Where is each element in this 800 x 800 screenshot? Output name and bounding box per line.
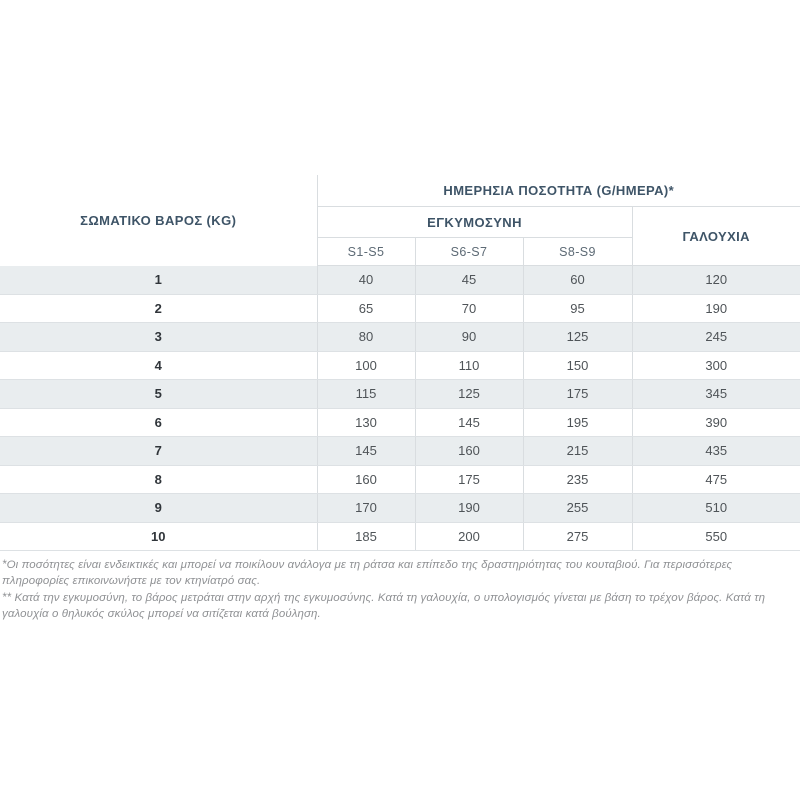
cell-s8-s9: 175 <box>522 379 632 409</box>
cell-weight: 5 <box>0 379 317 409</box>
cell-weight: 2 <box>0 294 317 323</box>
cell-s8-s9: 60 <box>522 265 632 295</box>
cell-s1-s5: 145 <box>316 436 415 466</box>
cell-s8-s9: 235 <box>522 465 632 494</box>
table-row: 8 160 175 235 475 <box>0 465 800 494</box>
cell-lactation: 245 <box>631 322 800 352</box>
cell-lactation: 345 <box>631 379 800 409</box>
cell-s1-s5: 65 <box>316 294 415 323</box>
cell-lactation: 475 <box>631 465 800 494</box>
column-header-lactation: ΓΑΛΟΥΧΙΑ <box>631 206 800 266</box>
column-header-stage-s1-s5: S1-S5 <box>316 237 415 266</box>
cell-s8-s9: 195 <box>522 408 632 437</box>
cell-lactation: 510 <box>631 493 800 523</box>
column-header-body-weight: ΣΩΜΑΤΙΚΟ ΒΑΡΟΣ (KG) <box>80 212 237 228</box>
cell-weight: 6 <box>0 408 317 437</box>
cell-s8-s9: 255 <box>522 493 632 523</box>
table-row: 9 170 190 255 510 <box>0 493 800 523</box>
cell-s1-s5: 160 <box>316 465 415 494</box>
column-header-stage-s8-s9: S8-S9 <box>522 237 632 266</box>
column-group-header-pregnancy: ΕΓΚΥΜΟΣΥΝΗ <box>316 206 633 238</box>
cell-lactation: 550 <box>631 522 800 551</box>
table-row: 3 80 90 125 245 <box>0 322 800 352</box>
cell-s6-s7: 125 <box>414 379 523 409</box>
cell-weight: 10 <box>0 522 317 551</box>
cell-s6-s7: 45 <box>414 265 523 295</box>
cell-s1-s5: 115 <box>316 379 415 409</box>
cell-lactation: 190 <box>631 294 800 323</box>
table-row: 6 130 145 195 390 <box>0 408 800 437</box>
footnote-pregnancy-weight-measurement: ** Κατά την εγκυμοσύνη, το βάρος μετράτα… <box>2 591 766 620</box>
cell-s1-s5: 100 <box>316 351 415 380</box>
cell-s6-s7: 175 <box>414 465 523 494</box>
cell-s8-s9: 150 <box>522 351 632 380</box>
column-header-stage-s6-s7: S6-S7 <box>414 237 523 266</box>
cell-s6-s7: 200 <box>414 522 523 551</box>
cell-s6-s7: 70 <box>414 294 523 323</box>
cell-weight: 4 <box>0 351 317 380</box>
footnotes: *Οι ποσότητες είναι ενδεικτικές και μπορ… <box>2 557 796 622</box>
table-row: 7 145 160 215 435 <box>0 436 800 466</box>
cell-s1-s5: 40 <box>316 265 415 295</box>
cell-weight: 1 <box>0 265 317 295</box>
cell-lactation: 390 <box>631 408 800 437</box>
cell-s6-s7: 145 <box>414 408 523 437</box>
cell-s1-s5: 185 <box>316 522 415 551</box>
cell-s6-s7: 160 <box>414 436 523 466</box>
cell-s6-s7: 190 <box>414 493 523 523</box>
cell-weight: 3 <box>0 322 317 352</box>
cell-s1-s5: 130 <box>316 408 415 437</box>
cell-s6-s7: 90 <box>414 322 523 352</box>
cell-s1-s5: 170 <box>316 493 415 523</box>
footnote-quantities-indicative: *Οι ποσότητες είναι ενδεικτικές και μπορ… <box>2 559 733 588</box>
feeding-guide-table: ΣΩΜΑΤΙΚΟ ΒΑΡΟΣ (KG) ΗΜΕΡΗΣΙΑ ΠΟΣΟΤΗΤΑ (G… <box>0 175 800 551</box>
cell-s8-s9: 95 <box>522 294 632 323</box>
cell-s8-s9: 275 <box>522 522 632 551</box>
cell-weight: 7 <box>0 436 317 466</box>
cell-lactation: 120 <box>631 265 800 295</box>
cell-s1-s5: 80 <box>316 322 415 352</box>
cell-weight: 8 <box>0 465 317 494</box>
table-row: 4 100 110 150 300 <box>0 351 800 380</box>
cell-weight: 9 <box>0 493 317 523</box>
cell-lactation: 435 <box>631 436 800 466</box>
table-row: 5 115 125 175 345 <box>0 379 800 409</box>
cell-s8-s9: 215 <box>522 436 632 466</box>
cell-s8-s9: 125 <box>522 322 632 352</box>
table-row: 2 65 70 95 190 <box>0 294 800 323</box>
table-row: 1 40 45 60 120 <box>0 265 800 295</box>
table-row: 10 185 200 275 550 <box>0 522 800 551</box>
cell-lactation: 300 <box>631 351 800 380</box>
cell-s6-s7: 110 <box>414 351 523 380</box>
feeding-guide-table-section: ΣΩΜΑΤΙΚΟ ΒΑΡΟΣ (KG) ΗΜΕΡΗΣΙΑ ΠΟΣΟΤΗΤΑ (G… <box>0 175 800 551</box>
column-group-header-daily-amount: ΗΜΕΡΗΣΙΑ ΠΟΣΟΤΗΤΑ (G/ΗΜΕΡΑ)* <box>316 175 800 207</box>
